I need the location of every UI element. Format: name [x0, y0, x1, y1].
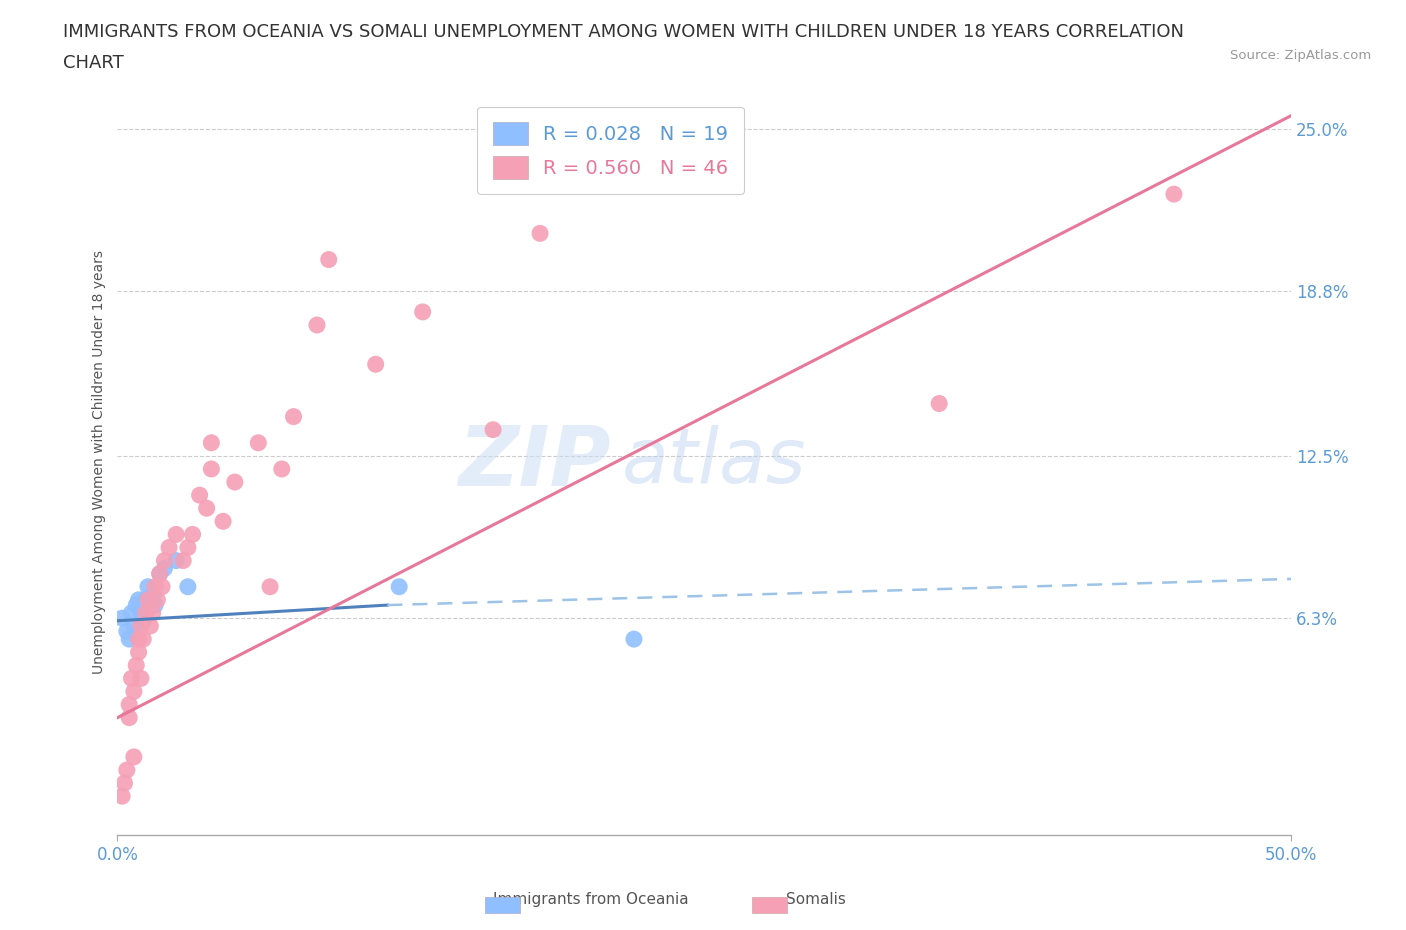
Point [177, 540, 200, 555]
Point [149, 566, 172, 581]
Point [165, 527, 187, 542]
Point [146, 592, 169, 607]
Point [364, 357, 387, 372]
Point [283, 409, 305, 424]
Point [132, 631, 155, 646]
Point [129, 618, 152, 633]
Point [188, 487, 211, 502]
Y-axis label: Unemployment Among Women with Children Under 18 years: Unemployment Among Women with Children U… [93, 250, 107, 674]
Point [115, 624, 138, 639]
Point [143, 598, 166, 613]
Point [142, 587, 165, 602]
Point [129, 605, 152, 620]
Point [135, 605, 157, 620]
Point [388, 579, 411, 594]
Point [305, 317, 328, 332]
Point [318, 252, 340, 267]
Point [128, 644, 150, 659]
Point [200, 435, 222, 450]
Text: Immigrants from Oceania: Immigrants from Oceania [492, 892, 689, 907]
Point [128, 592, 150, 607]
Point [111, 611, 134, 626]
Point [247, 435, 270, 450]
Point [135, 592, 157, 607]
Point [132, 614, 155, 629]
Point [111, 789, 134, 804]
Legend: R = 0.028   N = 19, R = 0.560   N = 46: R = 0.028 N = 19, R = 0.560 N = 46 [477, 107, 744, 194]
Point [150, 579, 173, 594]
Point [121, 605, 143, 620]
Point [118, 711, 141, 725]
Point [122, 750, 145, 764]
Point [270, 461, 292, 476]
Point [153, 561, 176, 576]
Text: IMMIGRANTS FROM OCEANIA VS SOMALI UNEMPLOYMENT AMONG WOMEN WITH CHILDREN UNDER 1: IMMIGRANTS FROM OCEANIA VS SOMALI UNEMPL… [63, 23, 1184, 41]
Point [165, 553, 187, 568]
Text: Somalis: Somalis [786, 892, 845, 907]
Point [623, 631, 645, 646]
Point [172, 553, 194, 568]
Point [125, 658, 148, 672]
Point [224, 474, 246, 489]
Point [136, 579, 159, 594]
Point [143, 579, 166, 594]
Point [212, 514, 235, 529]
Point [122, 618, 145, 633]
Point [149, 566, 172, 581]
Point [118, 631, 141, 646]
Point [153, 553, 176, 568]
Point [482, 422, 505, 437]
Point [200, 461, 222, 476]
Point [118, 698, 141, 712]
Text: atlas: atlas [623, 425, 807, 499]
Point [142, 605, 165, 620]
Point [259, 579, 281, 594]
Text: ZIP: ZIP [458, 422, 610, 503]
Point [128, 631, 150, 646]
Text: CHART: CHART [63, 54, 124, 72]
Point [177, 579, 200, 594]
Point [529, 226, 551, 241]
Point [195, 500, 218, 515]
Point [1163, 187, 1185, 202]
Point [121, 671, 143, 685]
Point [114, 776, 136, 790]
Point [136, 592, 159, 607]
Point [139, 618, 162, 633]
Text: Source: ZipAtlas.com: Source: ZipAtlas.com [1230, 49, 1371, 62]
Point [115, 763, 138, 777]
Point [157, 540, 180, 555]
Point [125, 598, 148, 613]
Point [181, 527, 204, 542]
Point [412, 304, 434, 319]
Point [122, 684, 145, 699]
Point [129, 671, 152, 685]
Point [928, 396, 950, 411]
